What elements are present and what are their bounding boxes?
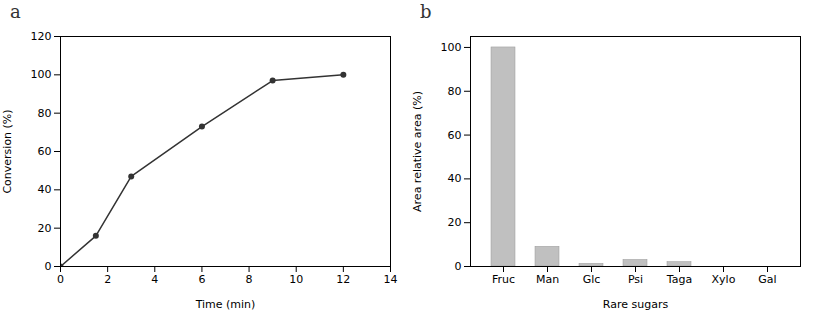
svg-text:Gal: Gal (758, 273, 776, 286)
svg-text:20: 20 (38, 222, 52, 235)
svg-text:10: 10 (289, 273, 303, 286)
svg-text:40: 40 (448, 172, 462, 185)
svg-text:0: 0 (45, 260, 52, 273)
svg-text:Fruc: Fruc (492, 273, 515, 286)
svg-text:80: 80 (448, 85, 462, 98)
svg-text:100: 100 (441, 41, 462, 54)
svg-text:120: 120 (31, 30, 52, 43)
svg-text:Xylo: Xylo (712, 273, 736, 286)
svg-text:Man: Man (536, 273, 559, 286)
svg-text:Conversion (%): Conversion (%) (1, 109, 14, 193)
html-text:a: a (10, 1, 21, 22)
svg-text:2: 2 (104, 273, 111, 286)
svg-text:6: 6 (198, 273, 205, 286)
svg-text:60: 60 (448, 129, 462, 142)
svg-text:80: 80 (38, 107, 52, 120)
svg-text:Glc: Glc (583, 273, 601, 286)
html-text:b: b (420, 1, 432, 22)
svg-text:20: 20 (448, 216, 462, 229)
svg-text:Psi: Psi (628, 273, 643, 286)
svg-text:4: 4 (151, 273, 158, 286)
svg-text:0: 0 (57, 273, 64, 286)
svg-text:60: 60 (38, 145, 52, 158)
svg-text:12: 12 (336, 273, 350, 286)
svg-text:40: 40 (38, 183, 52, 196)
svg-text:Time (min): Time (min) (195, 298, 256, 311)
svg-text:8: 8 (246, 273, 253, 286)
svg-text:0: 0 (455, 260, 462, 273)
svg-text:Rare sugars: Rare sugars (603, 298, 669, 311)
svg-text:Taga: Taga (666, 273, 692, 286)
svg-text:Area relative area (%): Area relative area (%) (411, 91, 424, 212)
svg-text:14: 14 (384, 273, 398, 286)
svg-text:100: 100 (31, 68, 52, 81)
